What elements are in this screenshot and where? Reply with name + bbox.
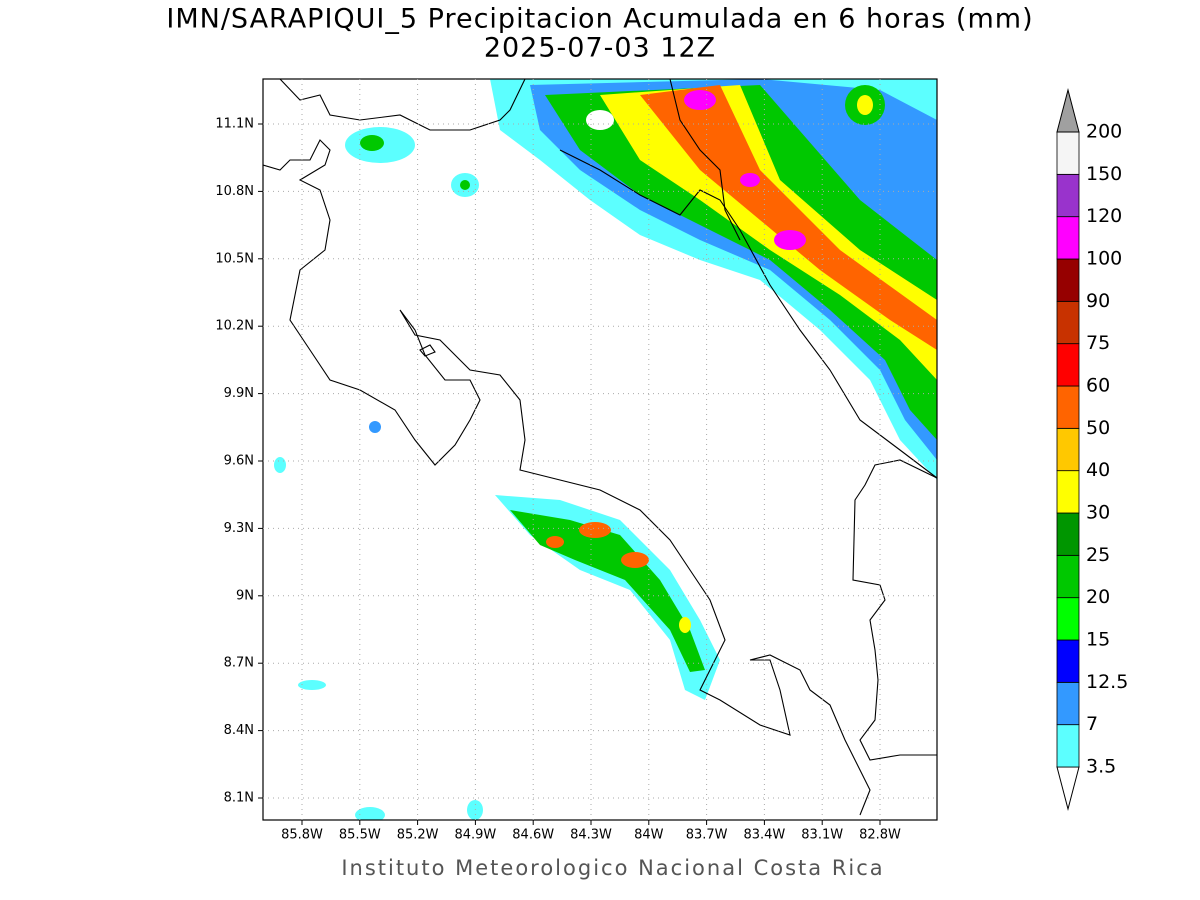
colorbar-segment <box>1056 131 1080 175</box>
colorbar-label: 25 <box>1086 544 1110 566</box>
graticule: 11.1N 10.8N 10.5N 10.2N 9.9N 9.6N 9.3N 9N 8.7N 8.… <box>215 79 937 843</box>
lon-tick-label: 85.2W <box>397 828 439 843</box>
colorbar-segment <box>1056 258 1080 302</box>
lon-tick-label: 84.6W <box>512 828 554 843</box>
colorbar-segment <box>1056 724 1080 768</box>
colorbar-segment <box>1056 512 1080 556</box>
colorbar-extend-high <box>1056 88 1080 133</box>
lat-tick-label: 8.4N <box>224 723 254 738</box>
coastline <box>279 79 526 131</box>
colorbar-segment <box>1056 300 1080 345</box>
colorbar-label: 90 <box>1086 290 1110 312</box>
lon-tick-label: 82.8W <box>859 828 901 843</box>
map <box>263 79 937 820</box>
colorbar-label: 20 <box>1086 586 1110 608</box>
lon-tick-label: 84.3W <box>570 828 612 843</box>
lon-tick-label: 84.9W <box>454 828 496 843</box>
border <box>852 459 937 761</box>
colorbar-label: 40 <box>1086 459 1110 481</box>
colorbar-segment <box>1056 385 1080 429</box>
lon-tick-label: 84W <box>634 828 664 843</box>
colorbar-label: 12.5 <box>1086 671 1128 693</box>
lat-tick-label: 11.1N <box>215 117 254 132</box>
border <box>669 79 741 241</box>
colorbar-segment <box>1056 216 1080 260</box>
lon-tick-label: 85.5W <box>339 828 381 843</box>
colorbar-segment <box>1056 427 1080 472</box>
colorbar-label: 3.5 <box>1086 756 1116 778</box>
colorbar-label: 30 <box>1086 502 1110 524</box>
lat-tick-label: 8.7N <box>224 656 254 671</box>
colorbar-label: 7 <box>1086 713 1098 735</box>
lon-tick-label: 85.8W <box>281 828 323 843</box>
lat-tick-label: 9.9N <box>224 386 254 401</box>
colorbar-segment <box>1056 554 1080 599</box>
colorbar-extend-low <box>1056 766 1080 811</box>
colorbar-segment <box>1056 343 1080 387</box>
coastline <box>263 139 871 816</box>
colorbar: 3.5 7 12.5 15 20 25 30 40 50 60 75 90 100 120 150 200 <box>1056 88 1128 811</box>
colorbar-label: 60 <box>1086 375 1110 397</box>
subtitle: 2025-07-03 12Z <box>484 33 716 64</box>
footer: Instituto Meteorologico Nacional Costa R… <box>341 856 884 880</box>
title: IMN/SARAPIQUI_5 Precipitacion Acumulada … <box>166 4 1033 35</box>
coastline <box>559 149 937 479</box>
lat-tick-label: 10.2N <box>215 319 254 334</box>
map-frame <box>262 78 938 821</box>
lat-tick-label: 9N <box>236 588 254 603</box>
colorbar-label: 15 <box>1086 629 1110 651</box>
island <box>419 344 436 357</box>
colorbar-segment <box>1056 470 1080 514</box>
colorbar-segment <box>1056 681 1080 726</box>
lat-tick-label: 9.6N <box>224 454 254 469</box>
colorbar-label: 150 <box>1086 163 1122 185</box>
colorbar-label: 200 <box>1086 121 1122 143</box>
colorbar-label: 50 <box>1086 417 1110 439</box>
colorbar-segment <box>1056 597 1080 641</box>
colorbar-label: 100 <box>1086 248 1122 270</box>
colorbar-segment <box>1056 639 1080 683</box>
lat-tick-label: 10.8N <box>215 184 254 199</box>
lon-tick-label: 83.4W <box>743 828 785 843</box>
lat-tick-label: 9.3N <box>224 521 254 536</box>
lon-tick-label: 83.7W <box>686 828 728 843</box>
lat-tick-label: 10.5N <box>215 251 254 266</box>
colorbar-segment <box>1056 173 1080 218</box>
colorbar-label: 120 <box>1086 205 1122 227</box>
lat-tick-label: 8.1N <box>224 791 254 806</box>
colorbar-label: 75 <box>1086 332 1110 354</box>
rain-field <box>274 79 937 820</box>
lon-tick-label: 83.1W <box>801 828 843 843</box>
